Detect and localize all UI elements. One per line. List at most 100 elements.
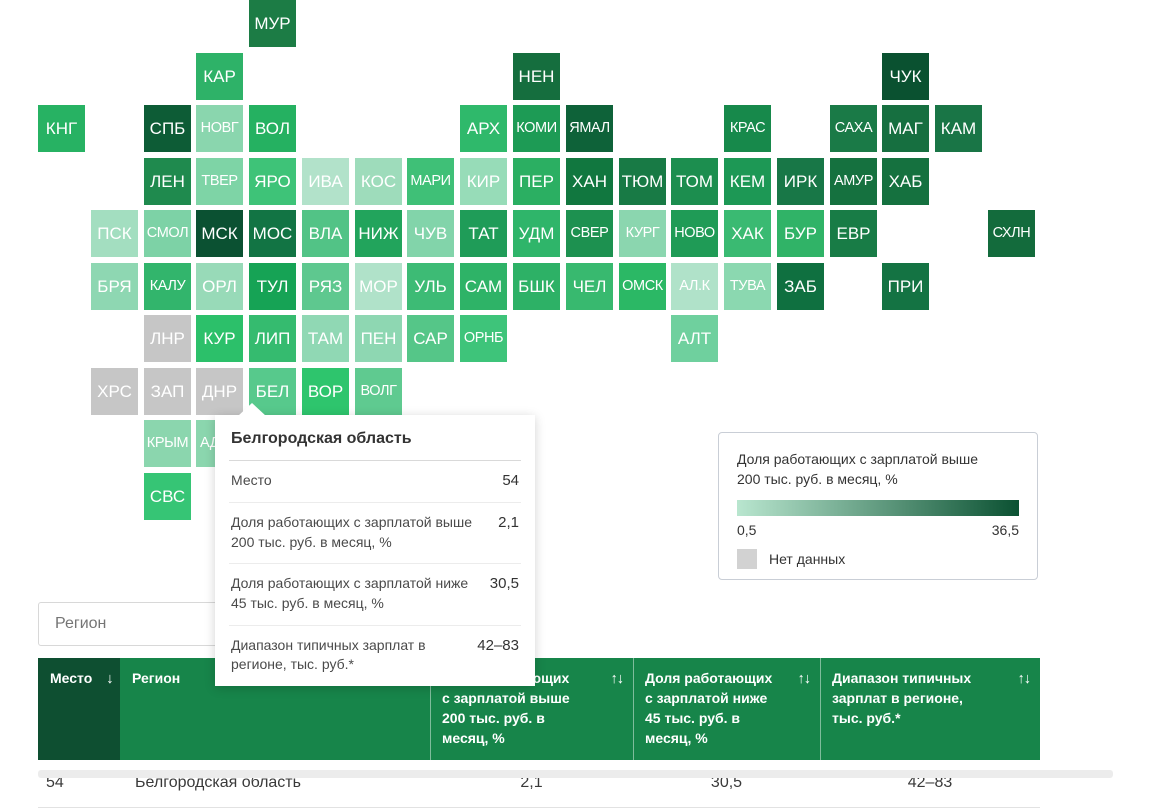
map-tile[interactable]: АЛ.К <box>671 263 718 310</box>
map-tile[interactable]: УЛЬ <box>407 263 454 310</box>
table-header-label: зарплат в регионе, <box>832 689 963 706</box>
table-header-label: Место ↓ <box>50 670 114 687</box>
map-tile[interactable]: ЛНР <box>144 315 191 362</box>
map-tile[interactable]: БЕЛ <box>249 368 296 415</box>
table-header-cell[interactable]: Диапазон типичных зарплат в регионе, тыс. … <box>820 658 1040 760</box>
map-tile[interactable]: КОС <box>355 158 402 205</box>
column-divider <box>633 658 634 760</box>
map-tile[interactable]: САР <box>407 315 454 362</box>
map-tile[interactable]: КАМ <box>935 105 982 152</box>
map-tile[interactable]: ЗАП <box>144 368 191 415</box>
map-tile[interactable]: КУРГ <box>619 210 666 257</box>
map-tile[interactable]: ХАН <box>566 158 613 205</box>
legend-range: 0,5 36,5 <box>737 522 1019 538</box>
map-tile[interactable]: ХРС <box>91 368 138 415</box>
table-header-cell[interactable]: Доля работающих с зарплатой ниже 45 тыс. р… <box>633 658 820 760</box>
column-divider <box>820 658 821 760</box>
map-tile[interactable]: ОРНБ <box>460 315 507 362</box>
tooltip-row: Место 54 <box>229 461 521 504</box>
map-tile[interactable]: САХА <box>830 105 877 152</box>
map-tile[interactable]: МОС <box>249 210 296 257</box>
map-tile[interactable]: КРЫМ <box>144 420 191 467</box>
map-tile[interactable]: ТОМ <box>671 158 718 205</box>
map-tile[interactable]: КАР <box>196 53 243 100</box>
map-tile[interactable]: НОВГ <box>196 105 243 152</box>
map-tile[interactable]: КРАС <box>724 105 771 152</box>
map-tile[interactable]: АЛТ <box>671 315 718 362</box>
map-tile[interactable]: ПСК <box>91 210 138 257</box>
tooltip-row-label: Диапазон типичных зарплат в регионе, тыс… <box>231 636 426 673</box>
map-tile[interactable]: БШК <box>513 263 560 310</box>
map-tile[interactable]: КИР <box>460 158 507 205</box>
map-tile[interactable]: КУР <box>196 315 243 362</box>
map-tile[interactable]: КЕМ <box>724 158 771 205</box>
map-tile[interactable]: БРЯ <box>91 263 138 310</box>
tooltip-row: Доля работающих с зарплатой выше 200 тыс… <box>229 503 521 565</box>
sort-toggle-icon[interactable]: ↑↓ <box>797 671 811 687</box>
column-divider <box>430 658 431 760</box>
table-header-cell[interactable]: Место ↓ <box>38 658 120 760</box>
map-tile[interactable]: НОВО <box>671 210 718 257</box>
map-tile[interactable]: ТЮМ <box>619 158 666 205</box>
table-body: 54 Белгородская область 2,1 30,5 42–83 <box>38 759 1040 808</box>
map-tile[interactable]: ДНР <box>196 368 243 415</box>
map-tile[interactable]: ТУЛ <box>249 263 296 310</box>
map-tile[interactable]: АРХ <box>460 105 507 152</box>
map-tile[interactable]: МОР <box>355 263 402 310</box>
map-tile[interactable]: НИЖ <box>355 210 402 257</box>
sort-toggle-icon[interactable]: ↑↓ <box>1017 671 1031 687</box>
map-tile[interactable]: ВЛА <box>302 210 349 257</box>
table-row: 54 Белгородская область 2,1 30,5 42–83 <box>38 759 1040 808</box>
map-tile[interactable]: ПЕН <box>355 315 402 362</box>
region-tooltip: Белгородская область Место 54 Доля работаю… <box>215 403 535 686</box>
map-tile[interactable]: ЛЕН <box>144 158 191 205</box>
map-tile[interactable]: ЛИП <box>249 315 296 362</box>
map-tile[interactable]: ХАБ <box>882 158 929 205</box>
map-tile[interactable]: САМ <box>460 263 507 310</box>
map-tile[interactable]: ЗАБ <box>777 263 824 310</box>
map-tile[interactable]: ТУВА <box>724 263 771 310</box>
map-tile[interactable]: ВОЛ <box>249 105 296 152</box>
map-tile[interactable]: РЯЗ <box>302 263 349 310</box>
tooltip-row-value: 2,1 <box>498 514 519 532</box>
map-tile[interactable]: СХЛН <box>988 210 1035 257</box>
map-tile[interactable]: ЕВР <box>830 210 877 257</box>
map-tile[interactable]: ТВЕР <box>196 158 243 205</box>
map-tile[interactable]: ВОЛГ <box>355 368 402 415</box>
map-tile[interactable]: КНГ <box>38 105 85 152</box>
map-tile[interactable]: ТАТ <box>460 210 507 257</box>
sort-toggle-icon[interactable]: ↑↓ <box>610 671 624 687</box>
map-tile[interactable]: ЯРО <box>249 158 296 205</box>
legend-title: Доля работающих с зарплатой выше 200 тыс… <box>737 451 978 488</box>
map-tile[interactable]: ЧУК <box>882 53 929 100</box>
map-tile[interactable]: ПЕР <box>513 158 560 205</box>
map-tile[interactable]: АМУР <box>830 158 877 205</box>
map-tile[interactable]: ЧЕЛ <box>566 263 613 310</box>
map-tile[interactable]: ЧУВ <box>407 210 454 257</box>
map-tile[interactable]: МУР <box>249 0 296 47</box>
map-tile[interactable]: МСК <box>196 210 243 257</box>
map-tile[interactable]: ЯМАЛ <box>566 105 613 152</box>
map-tile[interactable]: ВОР <box>302 368 349 415</box>
sort-descending-icon[interactable]: ↓ <box>106 671 114 687</box>
map-tile[interactable]: ТАМ <box>302 315 349 362</box>
map-tile[interactable]: СПБ <box>144 105 191 152</box>
map-tile[interactable]: СВС <box>144 473 191 520</box>
map-tile[interactable]: ХАК <box>724 210 771 257</box>
table-header: Место↓ Регион ↑↓ Доля работающих с зарплатой… <box>38 658 1040 760</box>
map-tile[interactable]: УДМ <box>513 210 560 257</box>
map-tile[interactable]: ИРК <box>777 158 824 205</box>
map-tile[interactable]: КОМИ <box>513 105 560 152</box>
map-tile[interactable]: СМОЛ <box>144 210 191 257</box>
map-tile[interactable]: ИВА <box>302 158 349 205</box>
map-tile[interactable]: КАЛУ <box>144 263 191 310</box>
map-tile[interactable]: ОРЛ <box>196 263 243 310</box>
map-tile[interactable]: СВЕР <box>566 210 613 257</box>
map-tile[interactable]: ОМСК <box>619 263 666 310</box>
map-tile[interactable]: МАРИ <box>407 158 454 205</box>
map-tile[interactable]: НЕН <box>513 53 560 100</box>
map-tile[interactable]: МАГ <box>882 105 929 152</box>
map-tile[interactable]: ПРИ <box>882 263 929 310</box>
map-tile[interactable]: БУР <box>777 210 824 257</box>
tooltip-row-value: 54 <box>502 472 519 489</box>
